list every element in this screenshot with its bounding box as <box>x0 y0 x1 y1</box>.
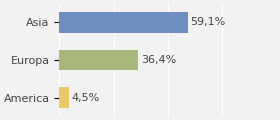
Text: 59,1%: 59,1% <box>190 17 226 27</box>
Bar <box>59 12 188 33</box>
Text: 4,5%: 4,5% <box>72 93 100 103</box>
Text: 36,4%: 36,4% <box>141 55 176 65</box>
Bar <box>59 50 138 70</box>
Bar <box>59 87 69 108</box>
